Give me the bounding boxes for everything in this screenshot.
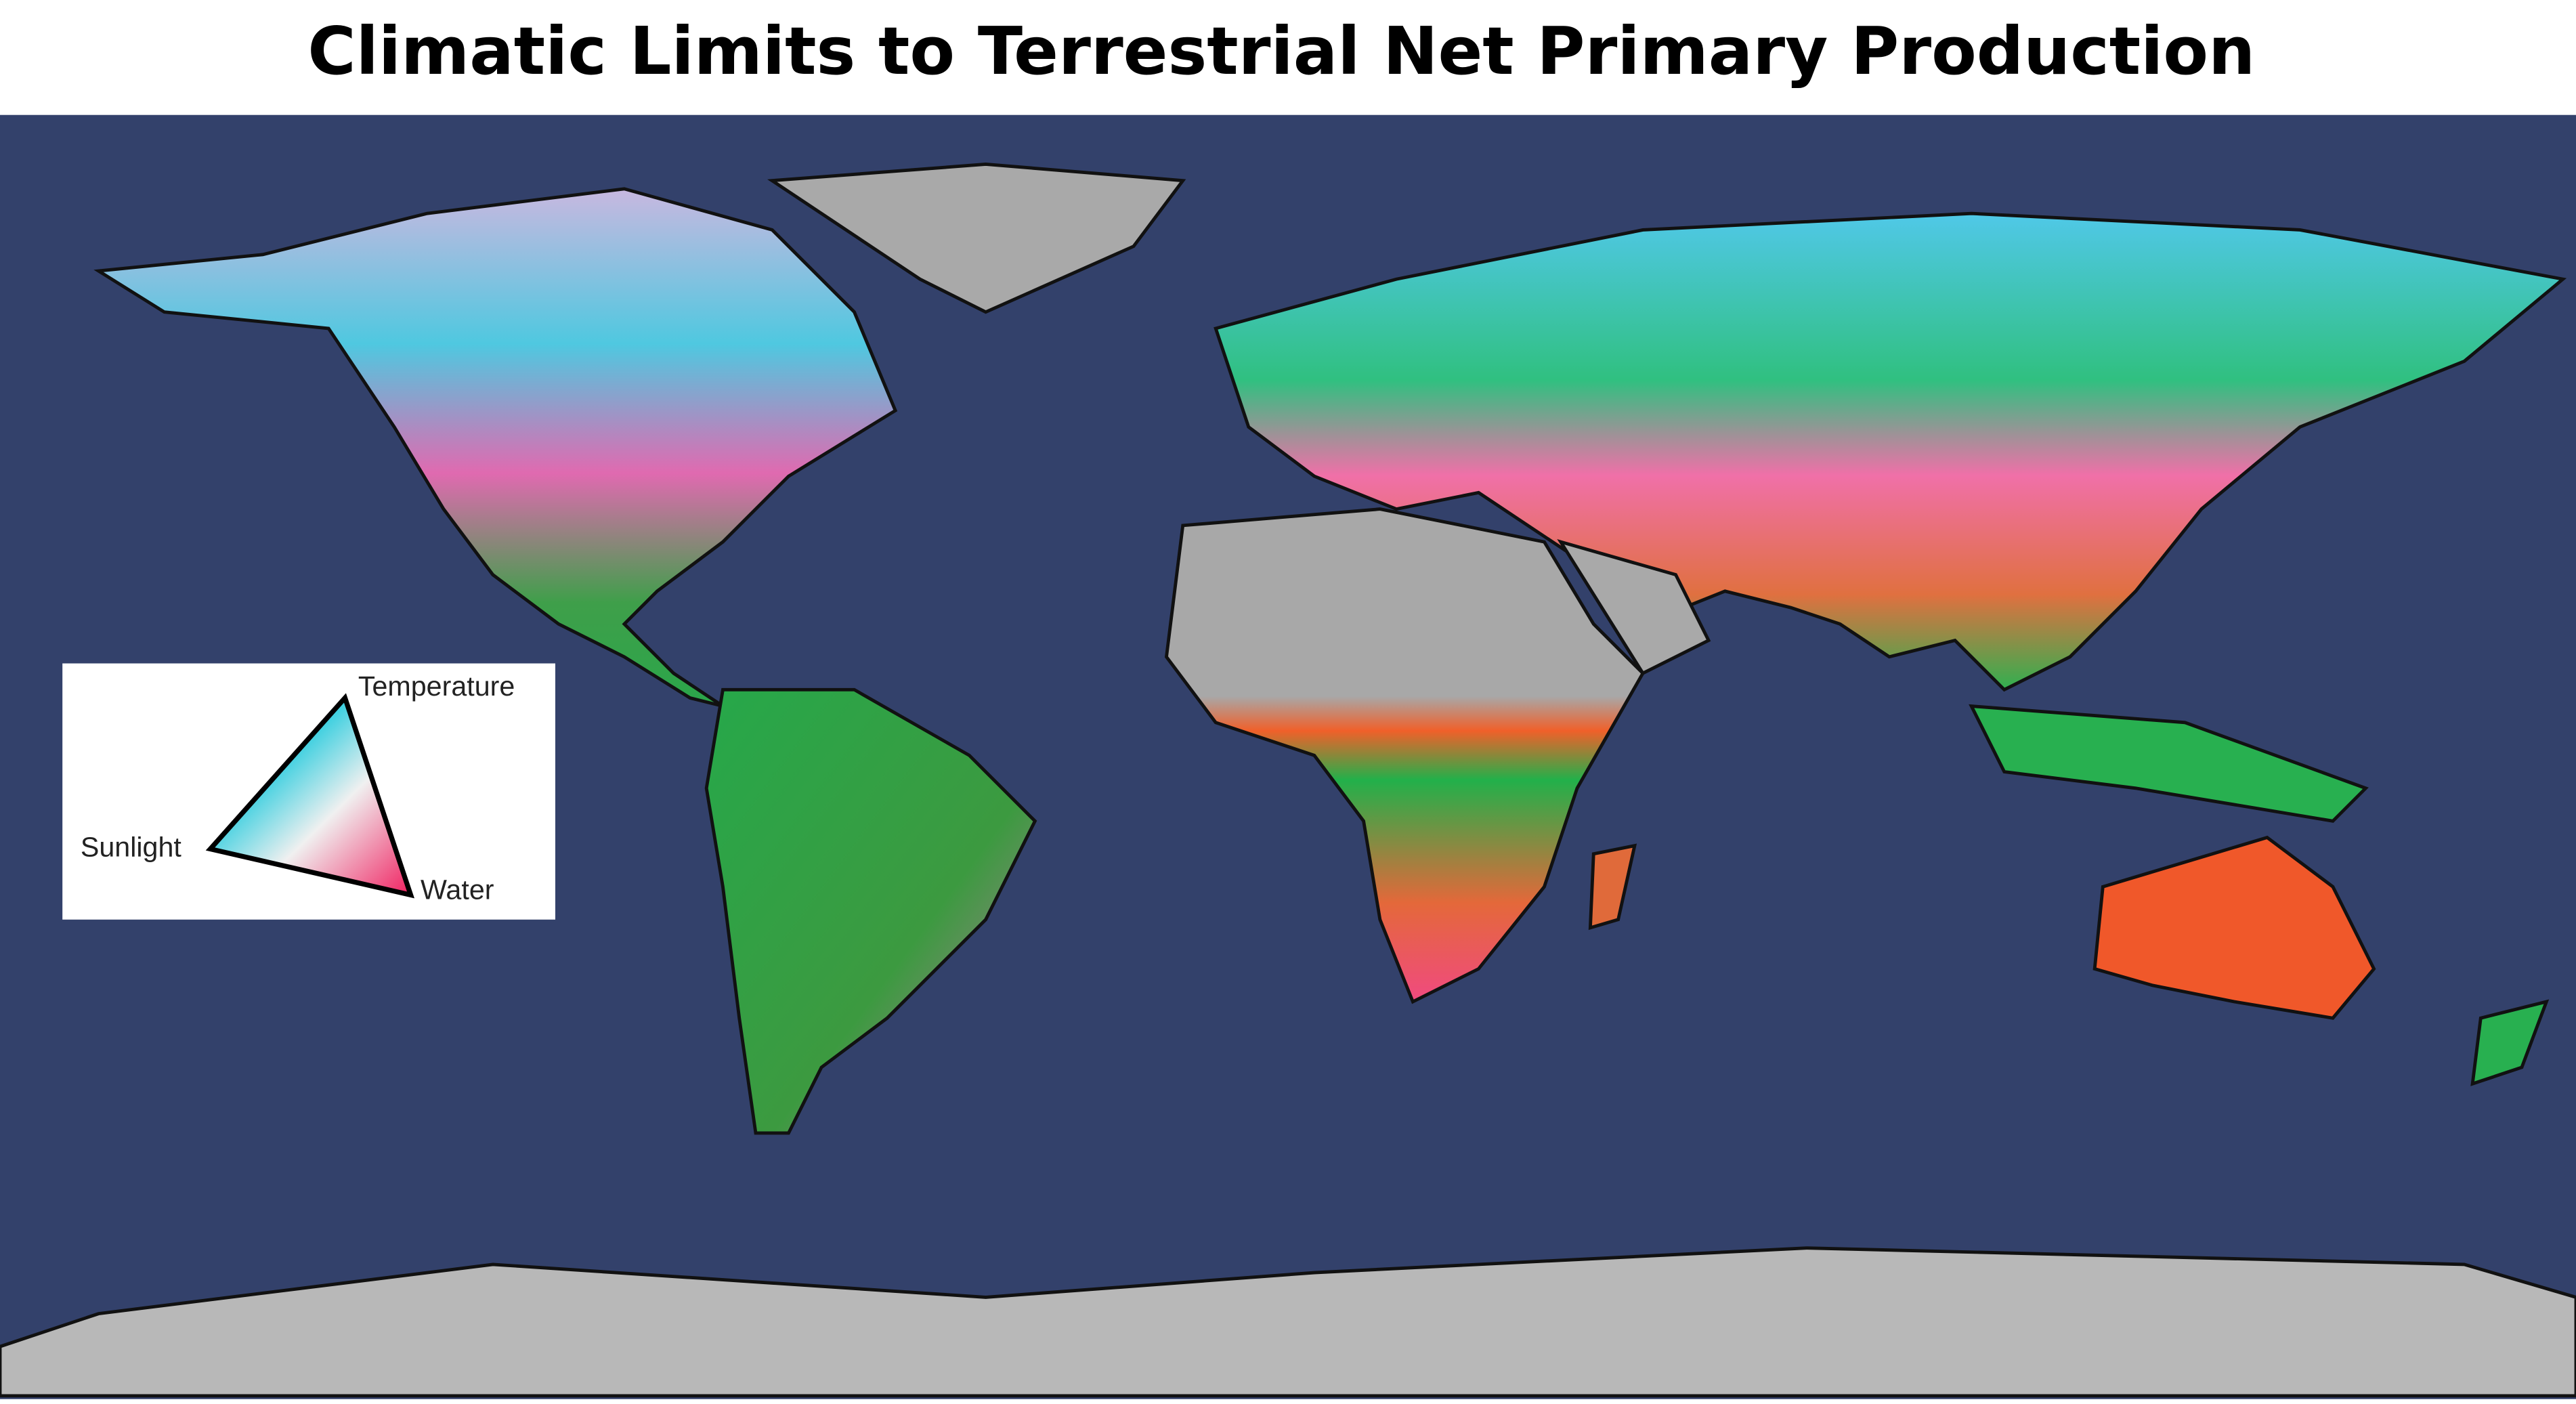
antarctica: [0, 1246, 2576, 1398]
north-america: [93, 187, 898, 708]
indonesia: [1969, 704, 2369, 823]
new-zealand: [2470, 999, 2550, 1086]
australia: [2092, 835, 2376, 1020]
madagascar: [1588, 843, 1637, 931]
legend-triangle: [205, 693, 415, 899]
arabia: [1557, 539, 1711, 676]
land: [0, 163, 2576, 1398]
africa: [1164, 507, 1646, 1004]
south-america: [704, 687, 1037, 1135]
eurasia: [1214, 211, 2567, 692]
greenland: [767, 163, 1186, 314]
legend-water: Water: [421, 874, 494, 905]
legend-sunlight: Sunlight: [81, 831, 182, 862]
legend: Temperature Sunlight Water: [62, 663, 555, 920]
legend-temperature: Temperature: [358, 671, 515, 702]
title: Climatic Limits to Terrestrial Net Prima…: [307, 13, 2255, 89]
